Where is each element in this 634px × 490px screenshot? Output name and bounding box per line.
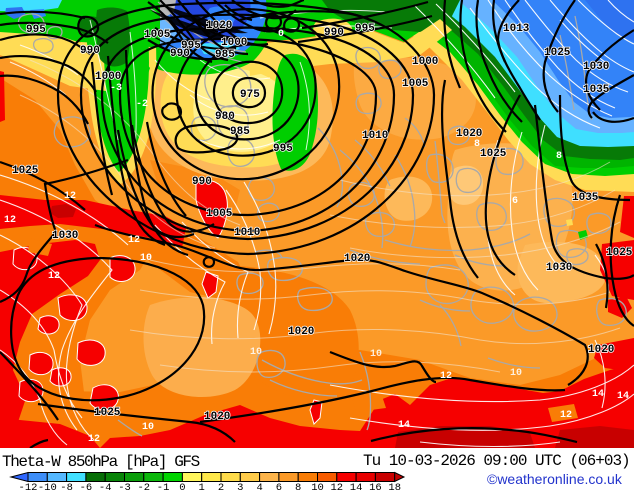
svg-text:1000: 1000	[412, 56, 438, 68]
svg-text:1025: 1025	[94, 407, 121, 419]
svg-text:975: 975	[240, 89, 260, 101]
svg-text:6: 6	[276, 482, 282, 490]
svg-text:1025: 1025	[606, 247, 633, 259]
svg-text:12: 12	[4, 215, 16, 226]
svg-text:12: 12	[64, 191, 76, 202]
svg-text:-2: -2	[137, 482, 150, 490]
svg-text:10: 10	[250, 347, 262, 358]
svg-text:8: 8	[474, 139, 480, 150]
svg-text:10: 10	[311, 482, 324, 490]
svg-text:1013: 1013	[503, 23, 530, 35]
svg-text:10: 10	[370, 349, 382, 360]
svg-text:6: 6	[512, 196, 518, 207]
svg-text:1030: 1030	[583, 61, 609, 73]
svg-text:10: 10	[142, 422, 154, 433]
svg-text:990: 990	[192, 176, 212, 188]
svg-text:1025: 1025	[480, 148, 507, 160]
svg-text:14: 14	[398, 420, 410, 431]
svg-text:3: 3	[237, 482, 243, 490]
svg-text:1005: 1005	[144, 29, 171, 41]
svg-text:8: 8	[556, 151, 562, 162]
svg-text:1035: 1035	[572, 192, 599, 204]
svg-text:14: 14	[350, 482, 363, 490]
svg-text:2: 2	[218, 482, 224, 490]
svg-text:12: 12	[48, 271, 60, 282]
svg-text:12: 12	[128, 235, 140, 246]
svg-text:12: 12	[440, 371, 452, 382]
svg-text:1020: 1020	[288, 326, 314, 338]
svg-text:Theta-W 850hPa [hPa] GFS: Theta-W 850hPa [hPa] GFS	[2, 453, 200, 471]
svg-text:1030: 1030	[546, 262, 572, 274]
svg-text:12: 12	[560, 410, 572, 421]
svg-text:995: 995	[273, 143, 293, 155]
svg-text:14: 14	[592, 389, 604, 400]
svg-text:995: 995	[181, 40, 201, 52]
svg-text:1020: 1020	[206, 20, 232, 32]
svg-text:10: 10	[140, 253, 152, 264]
svg-text:985: 985	[230, 126, 250, 138]
svg-text:-3: -3	[118, 482, 131, 490]
svg-text:12: 12	[330, 482, 343, 490]
svg-text:4: 4	[256, 482, 262, 490]
svg-text:0: 0	[278, 29, 284, 40]
svg-text:1010: 1010	[362, 130, 388, 142]
svg-text:-8: -8	[60, 482, 73, 490]
svg-text:1025: 1025	[544, 47, 571, 59]
svg-text:10: 10	[510, 368, 522, 379]
svg-text:990: 990	[170, 48, 190, 60]
svg-text:18: 18	[388, 482, 401, 490]
svg-text:1: 1	[199, 482, 205, 490]
svg-text:1010: 1010	[234, 227, 260, 239]
svg-text:Tu 10-03-2026 09:00 UTC (06+03: Tu 10-03-2026 09:00 UTC (06+03)	[363, 452, 630, 470]
svg-text:990: 990	[80, 45, 100, 57]
svg-text:0: 0	[179, 482, 185, 490]
svg-text:1025: 1025	[12, 165, 39, 177]
svg-text:16: 16	[369, 482, 382, 490]
svg-text:1000: 1000	[221, 37, 247, 49]
svg-text:©weatheronline.co.uk: ©weatheronline.co.uk	[487, 471, 623, 487]
svg-text:985: 985	[215, 49, 235, 61]
svg-text:1000: 1000	[95, 71, 121, 83]
svg-text:-3: -3	[110, 83, 122, 94]
svg-text:-10: -10	[38, 482, 57, 490]
svg-text:1005: 1005	[206, 208, 233, 220]
svg-text:-1: -1	[157, 482, 170, 490]
svg-text:1020: 1020	[588, 344, 614, 356]
svg-text:1030: 1030	[52, 230, 78, 242]
svg-text:1020: 1020	[344, 253, 370, 265]
svg-text:12: 12	[88, 434, 100, 445]
svg-text:-6: -6	[80, 482, 93, 490]
svg-text:8: 8	[295, 482, 301, 490]
svg-text:-4: -4	[99, 482, 112, 490]
svg-text:1020: 1020	[204, 411, 230, 423]
svg-text:14: 14	[617, 391, 629, 402]
svg-text:1005: 1005	[402, 78, 429, 90]
svg-text:995: 995	[355, 23, 375, 35]
svg-text:1020: 1020	[456, 128, 482, 140]
svg-text:-12: -12	[19, 482, 38, 490]
svg-text:995: 995	[26, 24, 46, 36]
svg-text:-2: -2	[136, 99, 148, 110]
svg-text:980: 980	[215, 111, 235, 123]
svg-text:990: 990	[324, 27, 344, 39]
svg-text:1035: 1035	[583, 84, 610, 96]
